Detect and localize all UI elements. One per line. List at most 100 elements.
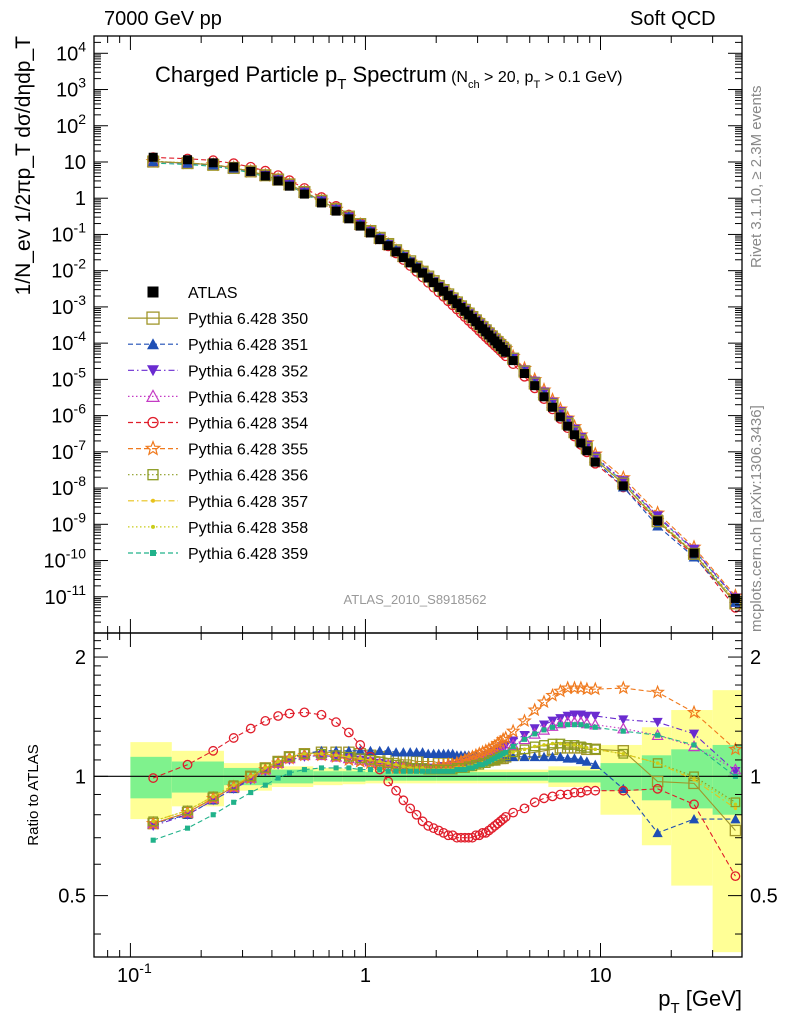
marker bbox=[655, 732, 661, 738]
marker bbox=[498, 814, 508, 824]
marker bbox=[456, 832, 466, 843]
marker bbox=[565, 722, 571, 728]
marker bbox=[276, 759, 280, 764]
header-right: Soft QCD bbox=[630, 8, 716, 30]
marker bbox=[147, 416, 159, 429]
legend-label: Pythia 6.428 359 bbox=[188, 546, 308, 563]
y-tick-label: 10 bbox=[64, 152, 86, 174]
ratio-line bbox=[153, 750, 736, 834]
marker bbox=[686, 704, 702, 719]
marker bbox=[692, 776, 696, 780]
main-y-tick-labels: 10410310210110-110-210-310-410-510-610-7… bbox=[44, 38, 87, 608]
marker bbox=[391, 785, 401, 796]
y-tick-label: 10-8 bbox=[51, 473, 86, 500]
y-tick-label: 10-5 bbox=[51, 364, 86, 391]
marker bbox=[228, 780, 239, 791]
legend-label: Pythia 6.428 354 bbox=[188, 416, 308, 433]
marker bbox=[687, 547, 701, 560]
marker bbox=[378, 759, 382, 764]
marker bbox=[500, 812, 511, 822]
main-line bbox=[153, 156, 736, 608]
marker bbox=[260, 171, 270, 181]
marker bbox=[492, 755, 498, 761]
marker bbox=[405, 258, 415, 268]
marker bbox=[621, 752, 625, 756]
marker bbox=[246, 166, 256, 176]
legend-label: Pythia 6.428 357 bbox=[188, 494, 308, 511]
marker bbox=[486, 758, 492, 765]
marker bbox=[483, 825, 494, 836]
marker bbox=[377, 767, 383, 773]
marker bbox=[618, 481, 628, 491]
y-tick-label: 104 bbox=[56, 38, 86, 65]
marker bbox=[460, 832, 470, 843]
marker bbox=[358, 756, 362, 761]
marker bbox=[147, 338, 159, 350]
marker bbox=[545, 687, 560, 702]
marker bbox=[728, 741, 742, 756]
marker bbox=[260, 716, 271, 726]
marker bbox=[462, 767, 468, 773]
marker bbox=[150, 550, 156, 556]
marker bbox=[275, 775, 281, 781]
marker bbox=[431, 768, 437, 774]
header-left: 7000 GeV pp bbox=[104, 8, 222, 30]
marker bbox=[575, 787, 586, 798]
marker bbox=[530, 381, 540, 391]
marker bbox=[331, 206, 341, 216]
marker bbox=[301, 767, 307, 773]
marker bbox=[584, 723, 590, 729]
x-tick-labels: 10-1 1 10 bbox=[117, 960, 612, 987]
marker bbox=[438, 827, 449, 838]
marker bbox=[493, 734, 508, 749]
marker bbox=[411, 809, 422, 820]
marker bbox=[423, 820, 434, 831]
marker bbox=[550, 741, 555, 746]
marker bbox=[618, 785, 629, 796]
marker bbox=[357, 767, 363, 773]
marker bbox=[405, 803, 416, 814]
marker bbox=[653, 516, 663, 526]
band-inner bbox=[130, 756, 172, 799]
main-series-354 bbox=[148, 152, 741, 613]
marker bbox=[575, 741, 586, 752]
marker bbox=[355, 753, 366, 764]
marker bbox=[383, 241, 393, 251]
marker bbox=[146, 311, 160, 325]
marker bbox=[287, 755, 292, 759]
marker bbox=[563, 421, 573, 431]
marker bbox=[458, 767, 464, 773]
band-inner bbox=[171, 761, 224, 793]
marker bbox=[569, 753, 580, 763]
marker bbox=[652, 717, 663, 728]
marker bbox=[469, 765, 475, 771]
marker bbox=[343, 727, 354, 738]
marker bbox=[555, 789, 566, 800]
marker bbox=[208, 158, 218, 168]
marker bbox=[375, 235, 385, 245]
marker bbox=[547, 791, 558, 802]
marker bbox=[299, 748, 310, 759]
ratio-y-tick-label-right: 0.5 bbox=[750, 886, 778, 908]
marker bbox=[302, 752, 307, 756]
marker bbox=[548, 402, 558, 412]
marker bbox=[182, 759, 193, 770]
main-series-ATLAS bbox=[148, 152, 740, 603]
marker bbox=[568, 742, 581, 754]
marker bbox=[248, 790, 254, 796]
marker bbox=[151, 524, 155, 529]
marker bbox=[652, 783, 663, 794]
marker bbox=[365, 228, 375, 238]
marker bbox=[572, 743, 577, 747]
marker bbox=[501, 347, 511, 357]
marker bbox=[508, 807, 519, 818]
marker bbox=[385, 768, 391, 774]
marker bbox=[412, 263, 422, 273]
marker bbox=[691, 742, 697, 748]
x-tick-label: 10 bbox=[589, 965, 611, 987]
marker bbox=[495, 754, 501, 760]
marker bbox=[398, 795, 409, 806]
marker bbox=[476, 762, 482, 768]
marker bbox=[689, 799, 699, 810]
